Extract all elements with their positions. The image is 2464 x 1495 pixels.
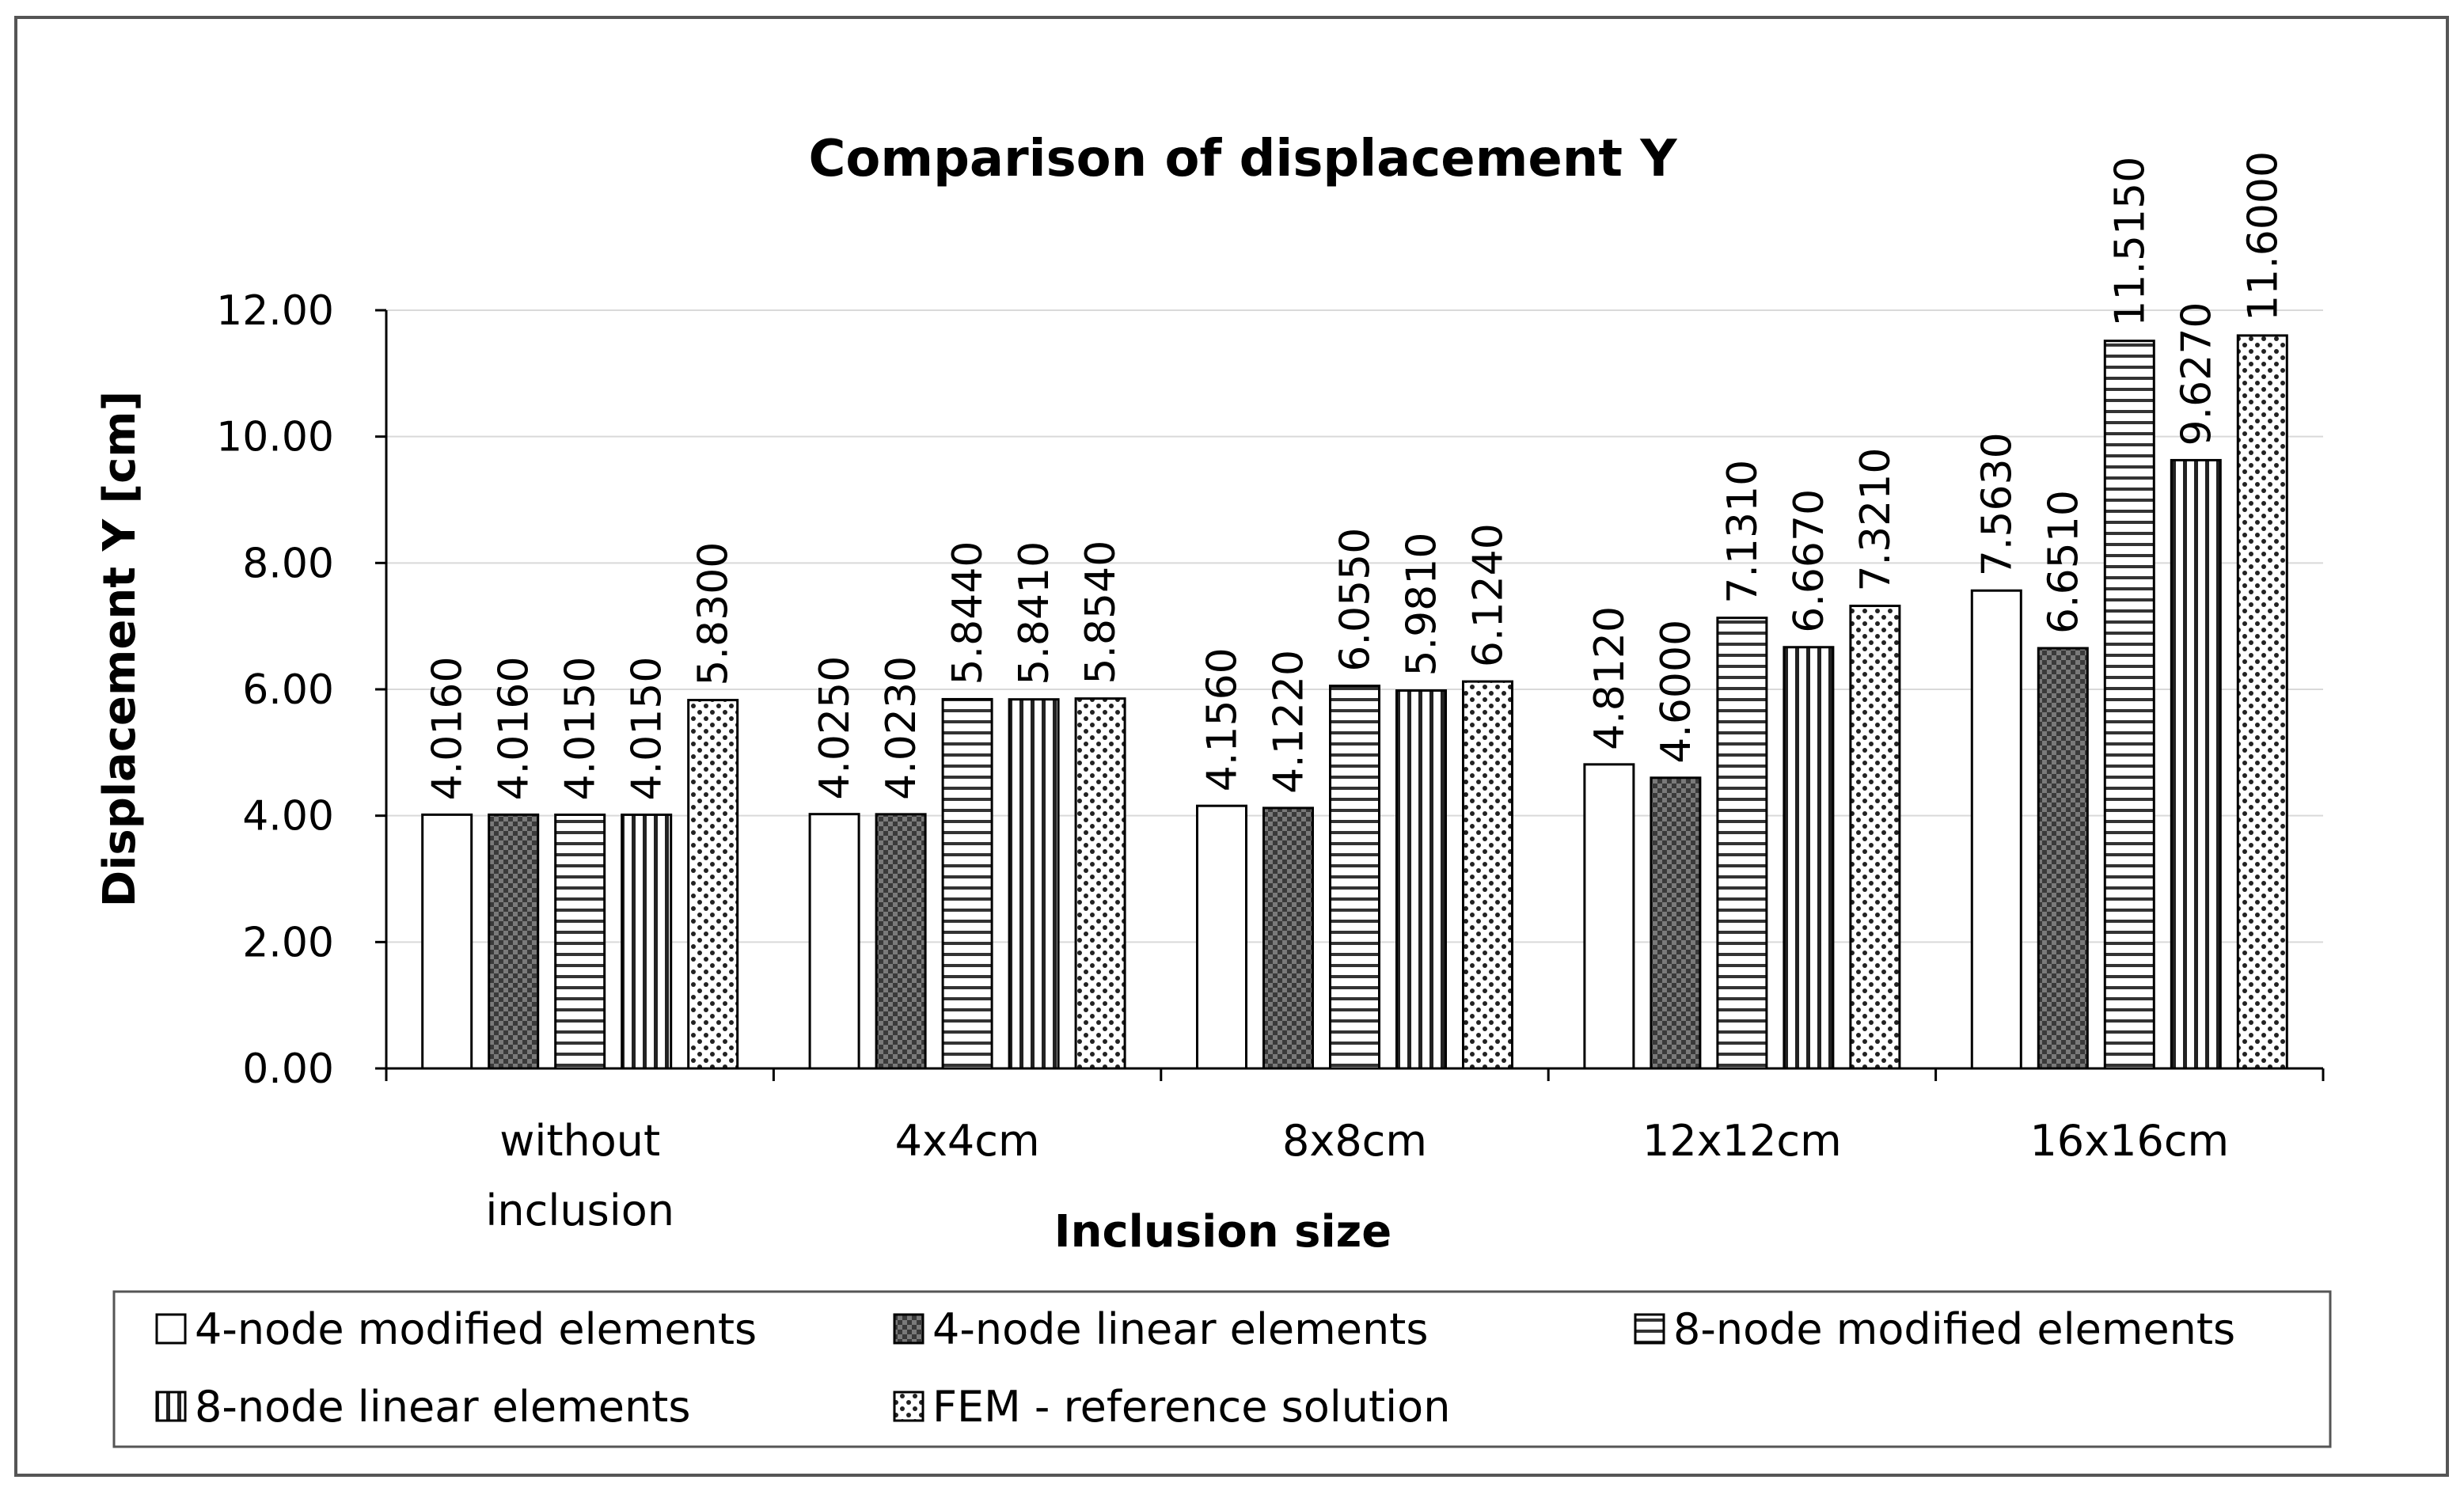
legend-swatch (155, 1391, 187, 1422)
bar (1650, 776, 1702, 1070)
legend-swatch (155, 1313, 187, 1345)
data-label: 6.6670 (1786, 489, 1833, 633)
legend-swatch (1634, 1313, 1665, 1345)
y-tick-label: 2.00 (242, 919, 334, 966)
data-label: 11.5150 (2106, 157, 2154, 327)
data-label: 7.1310 (1719, 460, 1767, 604)
data-label: 4.1560 (1199, 647, 1247, 791)
chart-title: Comparison of displacement Y (808, 130, 1677, 188)
y-tick-label: 8.00 (242, 540, 334, 587)
data-label: 4.0150 (557, 657, 605, 801)
data-label: 4.0160 (424, 656, 472, 800)
data-label: 5.8440 (944, 541, 992, 685)
axes (375, 309, 2325, 1081)
bar (1008, 698, 1060, 1070)
bar (2236, 334, 2288, 1070)
data-label: 4.0230 (878, 656, 925, 800)
bar (1583, 763, 1635, 1070)
y-tick-label: 6.00 (242, 666, 334, 714)
bar (875, 813, 927, 1070)
bar (1783, 646, 1835, 1070)
data-labels: 4.0160 4.0160 4.0150 4.0150 5.8300 4.0250 4.02… (424, 151, 2287, 801)
x-axis-tick-labels: without inclusion 4x4cm 8x8cm 12x12cm 16x16cm (485, 1116, 2229, 1235)
legend-box (112, 1290, 2332, 1448)
x-tick-label: inclusion (485, 1186, 674, 1235)
y-tick-label: 0.00 (242, 1045, 334, 1093)
data-label: 5.8300 (690, 542, 738, 686)
legend-label: 8-node linear elements (195, 1382, 690, 1432)
data-label: 7.5630 (1973, 432, 2021, 576)
data-label: 6.0550 (1332, 528, 1380, 672)
x-tick-label: 8x8cm (1282, 1116, 1427, 1166)
data-label: 9.6270 (2173, 302, 2220, 446)
bar (554, 813, 606, 1070)
data-label: 7.3210 (1852, 448, 1900, 592)
data-label: 5.9810 (1399, 533, 1446, 677)
data-label: 6.6510 (2040, 490, 2087, 634)
y-tick-label: 12.00 (216, 287, 334, 335)
bar (941, 697, 993, 1070)
bar (2037, 647, 2089, 1070)
legend: 4-node modified elements 4-node linear el… (155, 1304, 2235, 1432)
bar (1462, 680, 1513, 1070)
data-label: 4.0250 (811, 656, 859, 800)
bar (687, 699, 739, 1070)
y-axis-label: Displacement Y [cm] (94, 391, 146, 908)
y-tick-label: 10.00 (216, 414, 334, 461)
legend-label: FEM - reference solution (932, 1382, 1450, 1432)
data-label: 5.8410 (1011, 541, 1058, 685)
data-label: 4.6000 (1653, 620, 1700, 764)
bar (488, 813, 540, 1070)
data-label: 6.1240 (1465, 523, 1513, 667)
bar (1196, 804, 1247, 1070)
data-label: 4.8120 (1586, 606, 1634, 750)
x-tick-label: without (499, 1116, 660, 1166)
x-tick-label: 12x12cm (1642, 1116, 1842, 1166)
data-label: 4.1220 (1266, 650, 1313, 794)
data-label: 4.0160 (491, 656, 538, 800)
bar (1849, 605, 1901, 1070)
bar (621, 813, 673, 1070)
legend-swatch (893, 1313, 924, 1345)
legend-label: 8-node modified elements (1673, 1304, 2235, 1354)
bar (1262, 806, 1314, 1070)
legend-label: 4-node modified elements (195, 1304, 757, 1354)
x-tick-label: 4x4cm (895, 1116, 1040, 1166)
data-label: 4.0150 (624, 657, 671, 801)
legend-swatch (893, 1391, 924, 1422)
bar (2170, 458, 2222, 1070)
bar (2103, 340, 2155, 1070)
bars (421, 334, 2288, 1070)
x-axis-label: Inclusion size (1054, 1206, 1391, 1258)
bar (1074, 697, 1126, 1070)
bar (1970, 589, 2022, 1070)
bar (1395, 689, 1447, 1070)
legend-label: 4-node linear elements (932, 1304, 1428, 1354)
bar (808, 813, 860, 1070)
data-label: 11.6000 (2239, 151, 2287, 321)
bar (1716, 617, 1768, 1070)
bar (1329, 685, 1380, 1070)
bar (421, 813, 473, 1070)
y-axis-tick-labels: 0.00 2.00 4.00 6.00 8.00 10.00 12.00 (216, 287, 334, 1093)
x-tick-label: 16x16cm (2029, 1116, 2229, 1166)
y-tick-label: 4.00 (242, 793, 334, 840)
data-label: 5.8540 (1077, 541, 1125, 685)
